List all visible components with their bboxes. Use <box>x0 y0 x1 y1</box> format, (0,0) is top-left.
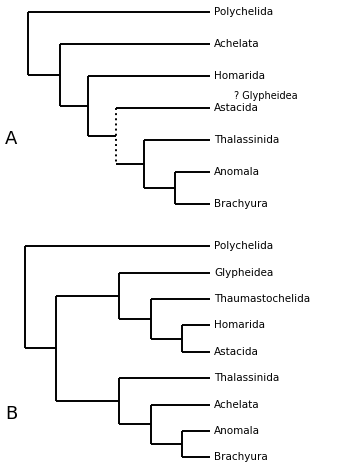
Text: Achelata: Achelata <box>214 39 260 49</box>
Text: Astacida: Astacida <box>214 347 259 357</box>
Text: ? Glypheidea: ? Glypheidea <box>234 91 298 101</box>
Text: Thaumastochelida: Thaumastochelida <box>214 294 310 304</box>
Text: Glypheidea: Glypheidea <box>214 268 273 278</box>
Text: Homarida: Homarida <box>214 71 265 81</box>
Text: Anomala: Anomala <box>214 426 260 436</box>
Text: Astacida: Astacida <box>214 103 259 113</box>
Text: Polychelida: Polychelida <box>214 241 273 251</box>
Text: B: B <box>5 405 18 424</box>
Text: Thalassinida: Thalassinida <box>214 135 279 145</box>
Text: A: A <box>5 130 18 148</box>
Text: Brachyura: Brachyura <box>214 199 268 209</box>
Text: Anomala: Anomala <box>214 167 260 177</box>
Text: Homarida: Homarida <box>214 320 265 330</box>
Text: Polychelida: Polychelida <box>214 7 273 17</box>
Text: Thalassinida: Thalassinida <box>214 373 279 383</box>
Text: Brachyura: Brachyura <box>214 452 268 462</box>
Text: Achelata: Achelata <box>214 400 260 409</box>
